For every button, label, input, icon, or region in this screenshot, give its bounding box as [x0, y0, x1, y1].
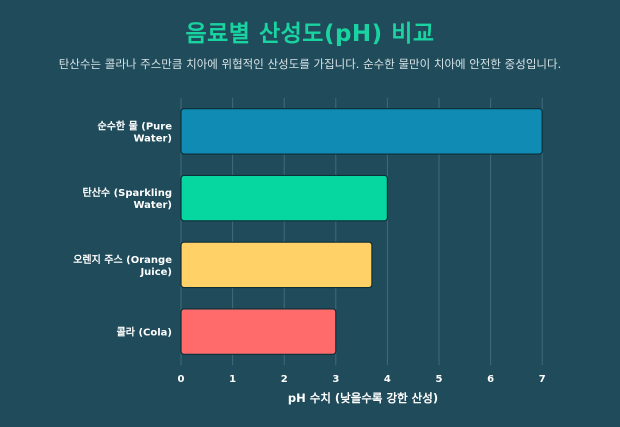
category-label: 콜라 (Cola) [117, 326, 172, 339]
chart-title: 음료별 산성도(pH) 비교 [185, 21, 435, 47]
x-tick-labels: 0 1 2 3 4 5 6 7 [178, 374, 546, 385]
category-label: 오렌지 주스 (Orange Juice) [73, 253, 172, 278]
category-label: 순수한 물 (Pure Water) [98, 120, 173, 144]
category-label: 탄산수 (Sparkling Water) [83, 186, 172, 211]
x-tick-label: 6 [487, 374, 494, 385]
bar [180, 241, 373, 289]
x-axis-label: pH 수치 (낮을수록 강한 산성) [288, 391, 438, 405]
chart-subtitle: 탄산수는 콜라나 주스만큼 치아에 위협적인 산성도를 가집니다. 순수한 물만… [58, 57, 562, 71]
x-tick-label: 0 [178, 374, 185, 385]
bars [180, 108, 543, 355]
x-tick-label: 7 [539, 374, 546, 385]
x-tick-label: 1 [229, 374, 236, 385]
bar [180, 308, 337, 355]
x-tick-label: 4 [384, 374, 391, 385]
bar [180, 108, 543, 155]
x-tick-label: 3 [332, 374, 339, 385]
category-labels: 순수한 물 (Pure Water) 탄산수 (Sparkling Water) 오렌지… [73, 120, 172, 338]
x-tick-label: 5 [436, 374, 443, 385]
bar [180, 174, 388, 222]
x-tick-label: 2 [281, 374, 288, 385]
